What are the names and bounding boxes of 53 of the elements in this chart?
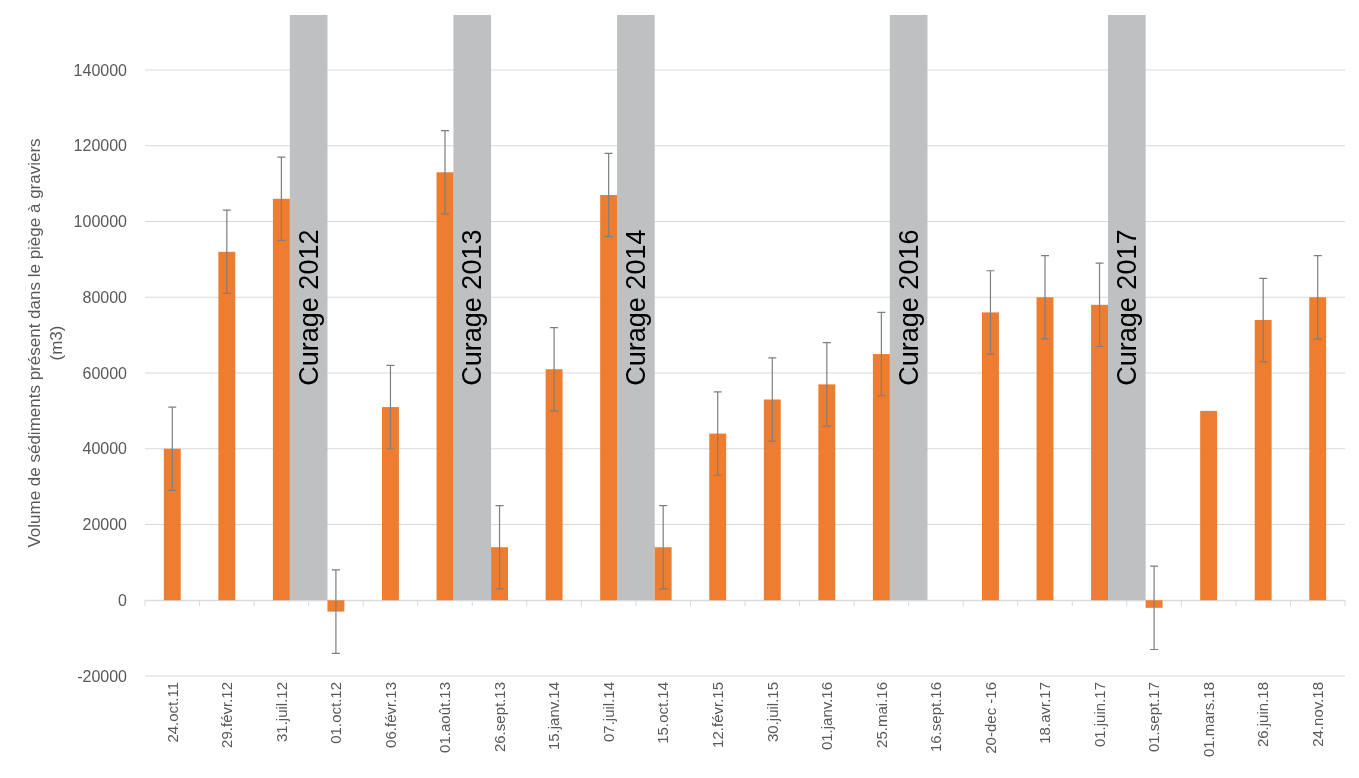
bar (163, 448, 181, 601)
band-label: Curage 2013 (457, 229, 488, 386)
x-tick-label: 01.août.13 (436, 682, 454, 753)
x-tick-label: 06.févr.13 (381, 682, 399, 748)
bar (545, 369, 563, 601)
x-tick-label: 01.janv.16 (818, 682, 836, 751)
y-tick-label: 40000 (82, 440, 128, 458)
y-tick-label: 100000 (73, 213, 128, 231)
x-tick-label: 01.mars.18 (1199, 682, 1217, 758)
x-tick-label: 01.juin.17 (1090, 682, 1108, 748)
y-axis-title: Volume de sédiments présent dans le piège à graviers (m3) (25, 138, 67, 548)
x-tick-label: 20-dec -16 (981, 682, 999, 754)
x-tick-label: 15.oct.14 (654, 682, 672, 744)
y-tick-label: 80000 (82, 288, 128, 306)
bar (1200, 410, 1218, 601)
x-tick-label: 26.sept.13 (490, 682, 508, 753)
bar (763, 399, 781, 601)
x-tick-label: 01.sept.17 (1145, 682, 1163, 753)
y-tick-label: -20000 (77, 667, 128, 685)
y-tick-label: 140000 (73, 61, 128, 79)
x-tick-label: 25.mai.16 (872, 682, 890, 748)
x-tick-label: 24.oct.11 (163, 682, 181, 743)
x-tick-label: 07.juil.14 (599, 682, 617, 743)
band-label: Curage 2014 (620, 229, 651, 386)
x-tick-label: 31.juil.12 (272, 682, 290, 743)
band-label: Curage 2016 (893, 229, 924, 386)
x-tick-label: 16.sept.16 (927, 682, 945, 753)
bar (872, 354, 890, 601)
y-tick-label: 120000 (73, 137, 128, 155)
bar (982, 312, 999, 601)
bar (818, 384, 836, 601)
x-tick-label: 24.nov.18 (1308, 682, 1326, 747)
x-tick-label: 26.juin.18 (1254, 682, 1272, 748)
band-label: Curage 2017 (1111, 229, 1142, 386)
x-tick-label: 30.juil.15 (763, 682, 781, 743)
x-tick-label: 15.janv.14 (545, 682, 563, 751)
bar (382, 407, 399, 601)
bar (654, 547, 672, 601)
x-tick-label: 01.oct.12 (327, 682, 345, 744)
x-tick-label: 18.avr.17 (1036, 682, 1054, 744)
bar (491, 547, 508, 601)
y-tick-label: 20000 (82, 516, 128, 534)
bar (1309, 297, 1327, 601)
bar (218, 251, 236, 601)
y-tick-label: 0 (118, 591, 128, 609)
x-tick-label: 12.févr.15 (708, 682, 726, 748)
y-tick-label: 60000 (82, 364, 128, 382)
bar (709, 433, 727, 601)
x-tick-label: 29.févr.12 (218, 682, 236, 748)
bar (1091, 304, 1108, 601)
bar (1036, 297, 1054, 601)
bar (1254, 319, 1272, 601)
band-label: Curage 2012 (293, 229, 324, 386)
